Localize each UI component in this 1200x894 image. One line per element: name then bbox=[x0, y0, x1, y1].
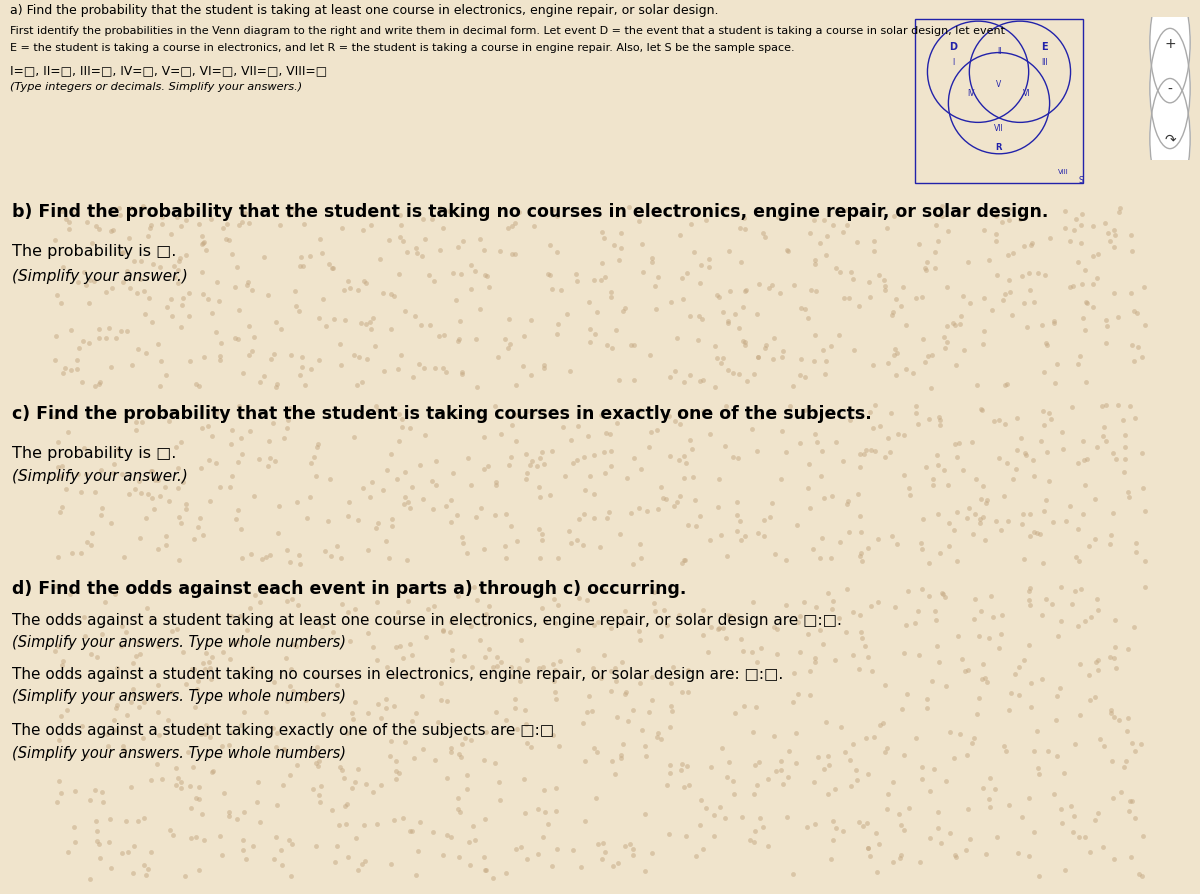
Text: (Simplify your answers. Type whole numbers): (Simplify your answers. Type whole numbe… bbox=[12, 635, 346, 650]
Text: (Simplify your answer.): (Simplify your answer.) bbox=[12, 268, 188, 283]
Text: +: + bbox=[1164, 37, 1176, 51]
Text: c) Find the probability that the student is taking courses in exactly one of the: c) Find the probability that the student… bbox=[12, 404, 871, 422]
Text: ↷: ↷ bbox=[1164, 132, 1176, 147]
Text: VII: VII bbox=[994, 124, 1004, 133]
Text: (Simplify your answer.): (Simplify your answer.) bbox=[12, 468, 188, 484]
Text: The probability is □.: The probability is □. bbox=[12, 244, 176, 259]
Text: I=□, II=□, III=□, IV=□, V=□, VI=□, VII=□, VIII=□: I=□, II=□, III=□, IV=□, V=□, VI=□, VII=□… bbox=[10, 64, 326, 78]
Text: a) Find the probability that the student is taking at least one course in electr: a) Find the probability that the student… bbox=[10, 4, 718, 18]
Text: The probability is □.: The probability is □. bbox=[12, 445, 176, 460]
Text: (Simplify your answers. Type whole numbers): (Simplify your answers. Type whole numbe… bbox=[12, 688, 346, 704]
Text: The odds against a student taking exactly one of the subjects are □:□: The odds against a student taking exactl… bbox=[12, 722, 554, 738]
Text: E = the student is taking a course in electronics, and let R = the student is ta: E = the student is taking a course in el… bbox=[10, 43, 794, 53]
Text: (Type integers or decimals. Simplify your answers.): (Type integers or decimals. Simplify you… bbox=[10, 82, 302, 92]
Circle shape bbox=[1150, 30, 1190, 149]
Text: III: III bbox=[1042, 58, 1048, 67]
Text: First identify the probabilities in the Venn diagram to the right and write them: First identify the probabilities in the … bbox=[10, 26, 1004, 36]
Text: II: II bbox=[997, 47, 1001, 56]
Text: S: S bbox=[1079, 176, 1084, 185]
Text: The odds against a student taking at least one course in electronics, engine rep: The odds against a student taking at lea… bbox=[12, 612, 842, 628]
Text: VI: VI bbox=[1024, 89, 1031, 98]
Text: The odds against a student taking no courses in electronics, engine repair, or s: The odds against a student taking no cou… bbox=[12, 666, 784, 681]
Text: -: - bbox=[1168, 82, 1172, 97]
Text: I: I bbox=[953, 58, 955, 67]
Text: V: V bbox=[996, 80, 1002, 89]
Text: d) Find the odds against each event in parts a) through c) occurring.: d) Find the odds against each event in p… bbox=[12, 579, 686, 597]
Text: (Simplify your answers. Type whole numbers): (Simplify your answers. Type whole numbe… bbox=[12, 745, 346, 760]
Text: b) Find the probability that the student is taking no courses in electronics, en: b) Find the probability that the student… bbox=[12, 203, 1049, 221]
Text: IV: IV bbox=[967, 89, 974, 98]
Circle shape bbox=[1150, 80, 1190, 199]
Text: R: R bbox=[996, 143, 1002, 152]
Text: D: D bbox=[949, 41, 958, 52]
Text: VIII: VIII bbox=[1058, 169, 1069, 175]
Text: E: E bbox=[1042, 41, 1048, 52]
Circle shape bbox=[1150, 0, 1190, 104]
